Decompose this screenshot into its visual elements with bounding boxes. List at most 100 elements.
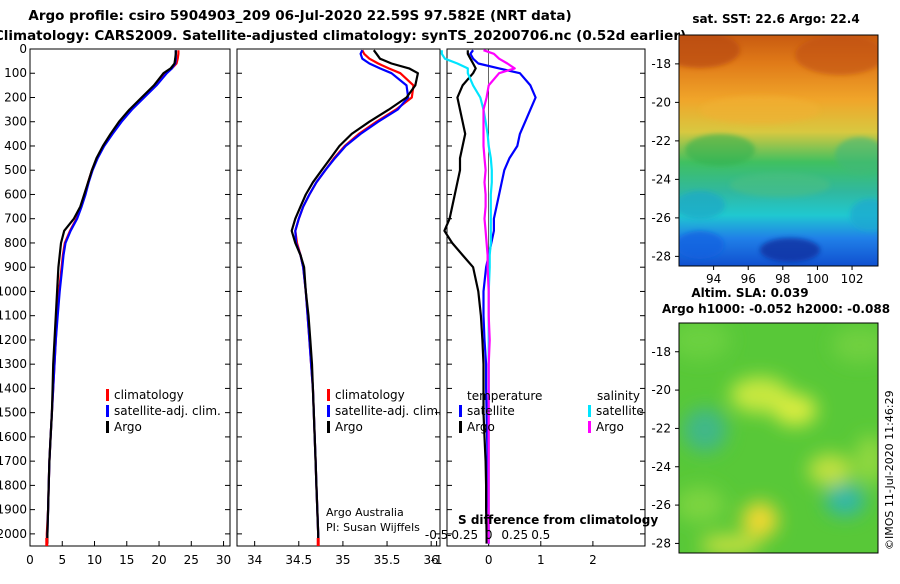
sla-map-frame [678,322,879,554]
difference-panel-frame [446,48,646,547]
x-tick-label: 36 [424,553,439,567]
legend-swatch-climatology [327,389,330,401]
y-tick-label: -26 [651,211,671,225]
y-tick-label: 1700 [0,454,27,468]
x-tick-label: 35.5 [374,553,401,567]
salinity-line-satellite-adj-clim [294,49,410,544]
x-tick-label: 100 [806,272,829,286]
y-tick-label: 100 [4,66,27,80]
sst-heatmap [679,35,878,266]
y-tick-label: 200 [4,90,27,104]
secondary-tick-label: 0 [485,528,493,542]
credit-line2: PI: Susan Wijffels [326,521,420,534]
credit-line1: Argo Australia [326,506,404,519]
x-tick-label: 15 [119,553,134,567]
legend-swatch-satellite [106,405,109,417]
legend-label-sal-argo: Argo [596,420,624,434]
difference-line-temperature-satellite [469,49,537,544]
y-tick-label: -28 [651,536,671,550]
legend-swatch-temp-satellite [459,405,462,417]
figure-title-line1: Argo profile: csiro 5904903_209 06-Jul-2… [28,8,571,24]
legend-swatch-argo [327,421,330,433]
salinity-panel-frame [236,48,441,547]
y-tick-label: 1200 [0,333,27,347]
legend-swatch-climatology [106,389,109,401]
secondary-axis-label: S difference from climatology [458,513,658,527]
legend-label-temp-argo: Argo [467,420,495,434]
legend-swatch-satellite [327,405,330,417]
temperature-line-satellite-adj-clim [46,50,177,544]
x-tick-label: 1 [537,553,545,567]
bottom-marker [316,538,320,546]
sst-map-frame [678,34,879,267]
legend-swatch-sal-satellite [588,405,591,417]
temperature-panel-frame [29,48,231,547]
secondary-tick-label: -0.25 [447,528,478,542]
x-tick-label: 5 [58,553,66,567]
y-tick-label: 600 [4,187,27,201]
figure-title-line2: Climatology: CARS2009. Satellite-adjuste… [0,28,686,44]
salinity-legend: climatology satellite-adj. clim. Argo [327,388,442,434]
legend-label-satellite: satellite-adj. clim. [114,404,221,418]
sst-map-title: sat. SST: 22.6 Argo: 22.4 [692,12,859,26]
secondary-tick-label: -0.5 [425,528,448,542]
legend-heading-salinity: salinity [597,389,640,403]
y-tick-label: 500 [4,163,27,177]
y-tick-label: 300 [4,115,27,129]
sla-map-title-line1: Altim. SLA: 0.039 [691,286,808,300]
y-tick-label: 800 [4,236,27,250]
y-tick-label: 400 [4,139,27,153]
y-tick-label: 1400 [0,381,27,395]
legend-swatch-sal-argo [588,421,591,433]
y-tick-label: -20 [651,95,671,109]
y-tick-label: -22 [651,134,671,148]
bottom-marker [45,538,49,546]
x-tick-label: 34.5 [285,553,312,567]
legend-label-temp-satellite: satellite [467,404,515,418]
y-tick-label: -20 [651,383,671,397]
y-tick-label: -18 [651,345,671,359]
y-tick-label: -26 [651,498,671,512]
x-tick-label: 102 [841,272,864,286]
y-tick-label: -22 [651,421,671,435]
legend-label-satellite: satellite-adj. clim. [335,404,442,418]
legend-heading-temperature: temperature [467,389,542,403]
y-tick-label: -28 [651,249,671,263]
y-tick-label: -18 [651,57,671,71]
legend-label-climatology: climatology [335,388,405,402]
y-tick-label: 1300 [0,357,27,371]
x-tick-label: -1 [431,553,443,567]
y-tick-label: -24 [651,172,671,186]
difference-line-temperature-argo [443,50,488,544]
x-tick-label: 2 [589,553,597,567]
y-tick-label: 1600 [0,430,27,444]
x-tick-label: 20 [151,553,166,567]
y-tick-label: 1100 [0,309,27,323]
y-tick-label: 1800 [0,478,27,492]
legend-label-climatology: climatology [114,388,184,402]
y-tick-label: 700 [4,212,27,226]
legend-label-sal-satellite: satellite [596,404,644,418]
x-tick-label: 94 [706,272,721,286]
temperature-line-climatology [45,50,180,544]
x-tick-label: 98 [775,272,790,286]
salinity-line-argo [290,49,419,544]
x-tick-label: 0 [485,553,493,567]
imos-watermark: ©IMOS 11-Jul-2020 11:46:29 [883,390,896,550]
difference-line-salinity-argo [482,49,516,544]
sla-heatmap [679,323,878,553]
sla-map-title-line2: Argo h1000: -0.052 h2000: -0.088 [662,302,890,316]
y-tick-label: -24 [651,460,671,474]
secondary-tick-label: 0.5 [531,528,550,542]
difference-legend: temperature salinity satellite Argo sate… [459,389,644,434]
legend-label-argo: Argo [335,420,363,434]
temperature-legend: climatology satellite-adj. clim. Argo [106,388,221,434]
x-tick-label: 10 [87,553,102,567]
temperature-line-argo [46,50,177,544]
y-tick-label: 900 [4,260,27,274]
x-tick-label: 96 [741,272,756,286]
legend-swatch-temp-argo [459,421,462,433]
x-tick-label: 25 [184,553,199,567]
legend-label-argo: Argo [114,420,142,434]
